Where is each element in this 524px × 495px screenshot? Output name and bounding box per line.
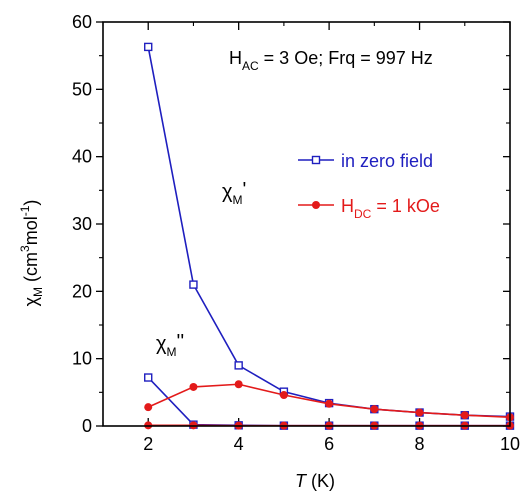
data-point-hdc-chi-real: [370, 405, 379, 414]
y-label-close: ): [21, 200, 41, 206]
y-label-sub: M: [31, 287, 45, 297]
x-tick-label: 4: [234, 434, 244, 454]
x-tick-label: 8: [415, 434, 425, 454]
x-axis-label: T (K): [295, 471, 335, 491]
data-point-zero-field-chi-real: [234, 361, 243, 370]
conditions-h: H: [229, 48, 242, 68]
chi-imag-symbol: χ: [156, 333, 167, 355]
legend: in zero field HDC = 1 kOe: [298, 151, 440, 221]
legend-label-zero-field: in zero field: [341, 151, 433, 171]
y-label-chi: χ: [21, 296, 41, 306]
chi-real-mark: ': [243, 179, 247, 201]
x-label-unit: (K): [306, 471, 335, 491]
y-label-sup3: 3: [18, 245, 32, 252]
data-point-hdc-chi-real: [325, 399, 334, 408]
legend-entry-hdc: HDC = 1 kOe: [298, 196, 440, 221]
y-tick-label: 40: [72, 147, 92, 167]
chi-imag-annotation: χM'': [156, 331, 184, 359]
series-layer: [144, 42, 515, 430]
data-point-hdc-chi-real: [144, 403, 153, 412]
chi-imag-sub: M: [167, 345, 177, 359]
series-line-zero-field-chi-real: [147, 46, 511, 418]
data-point-hdc-chi-real: [189, 382, 198, 391]
data-point-hdc-chi-real: [415, 408, 424, 417]
x-label-variable: T: [295, 471, 308, 491]
data-point-zero-field-chi-imag: [144, 373, 153, 382]
chi-real-sub: M: [233, 193, 243, 207]
conditions-rest: = 3 Oe; Frq = 997 Hz: [259, 48, 433, 68]
y-tick-label: 60: [72, 12, 92, 32]
legend-marker-zero-field: [311, 155, 321, 165]
y-tick-label: 20: [72, 281, 92, 301]
chi-imag-mark: '': [177, 331, 185, 353]
legend-hdc-rest: = 1 kOe: [371, 196, 440, 216]
x-tick-label: 10: [500, 434, 520, 454]
y-tick-label: 50: [72, 79, 92, 99]
data-point-hdc-chi-real: [234, 380, 243, 389]
y-label-sup-minus1: -1: [18, 205, 32, 216]
legend-entry-zero-field: in zero field: [298, 151, 433, 171]
plot-frame: [102, 21, 511, 427]
y-label-mol: mol: [21, 216, 41, 245]
tick-labels: 2 4 6 8 10 0 10 20 30 40 50 60: [72, 12, 520, 454]
legend-hdc-h: H: [341, 196, 354, 216]
data-point-zero-field-chi-real: [189, 280, 198, 289]
x-tick-label: 6: [324, 434, 334, 454]
y-label-open: (cm: [21, 252, 41, 287]
legend-label-hdc: HDC = 1 kOe: [341, 196, 440, 221]
y-axis-label: χM (cm3mol-1): [18, 200, 45, 307]
axis-ticks: [96, 21, 511, 427]
conditions-annotation: HAC = 3 Oe; Frq = 997 Hz: [229, 48, 433, 73]
data-point-hdc-chi-real: [279, 391, 288, 400]
y-tick-label: 30: [72, 214, 92, 234]
conditions-h-sub: AC: [242, 59, 259, 73]
x-tick-label: 2: [143, 434, 153, 454]
legend-hdc-sub: DC: [354, 207, 372, 221]
chi-real-symbol: χ: [222, 181, 233, 203]
y-tick-label: 10: [72, 349, 92, 369]
data-point-hdc-chi-real: [460, 411, 469, 420]
chi-real-annotation: χM': [222, 179, 246, 207]
y-tick-label: 0: [82, 416, 92, 436]
data-point-zero-field-chi-real: [144, 42, 153, 52]
legend-marker-hdc: [312, 201, 320, 209]
